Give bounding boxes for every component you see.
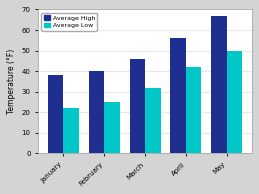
Bar: [63, 108, 79, 153]
Y-axis label: Temperature (°F): Temperature (°F): [7, 49, 16, 114]
Bar: [104, 102, 120, 153]
Bar: [89, 71, 104, 153]
Bar: [227, 51, 242, 153]
Legend: Average High, Average Low: Average High, Average Low: [41, 13, 97, 31]
Bar: [211, 16, 227, 153]
Bar: [130, 59, 145, 153]
Bar: [145, 87, 161, 153]
Bar: [170, 38, 186, 153]
Bar: [48, 75, 63, 153]
Bar: [186, 67, 202, 153]
